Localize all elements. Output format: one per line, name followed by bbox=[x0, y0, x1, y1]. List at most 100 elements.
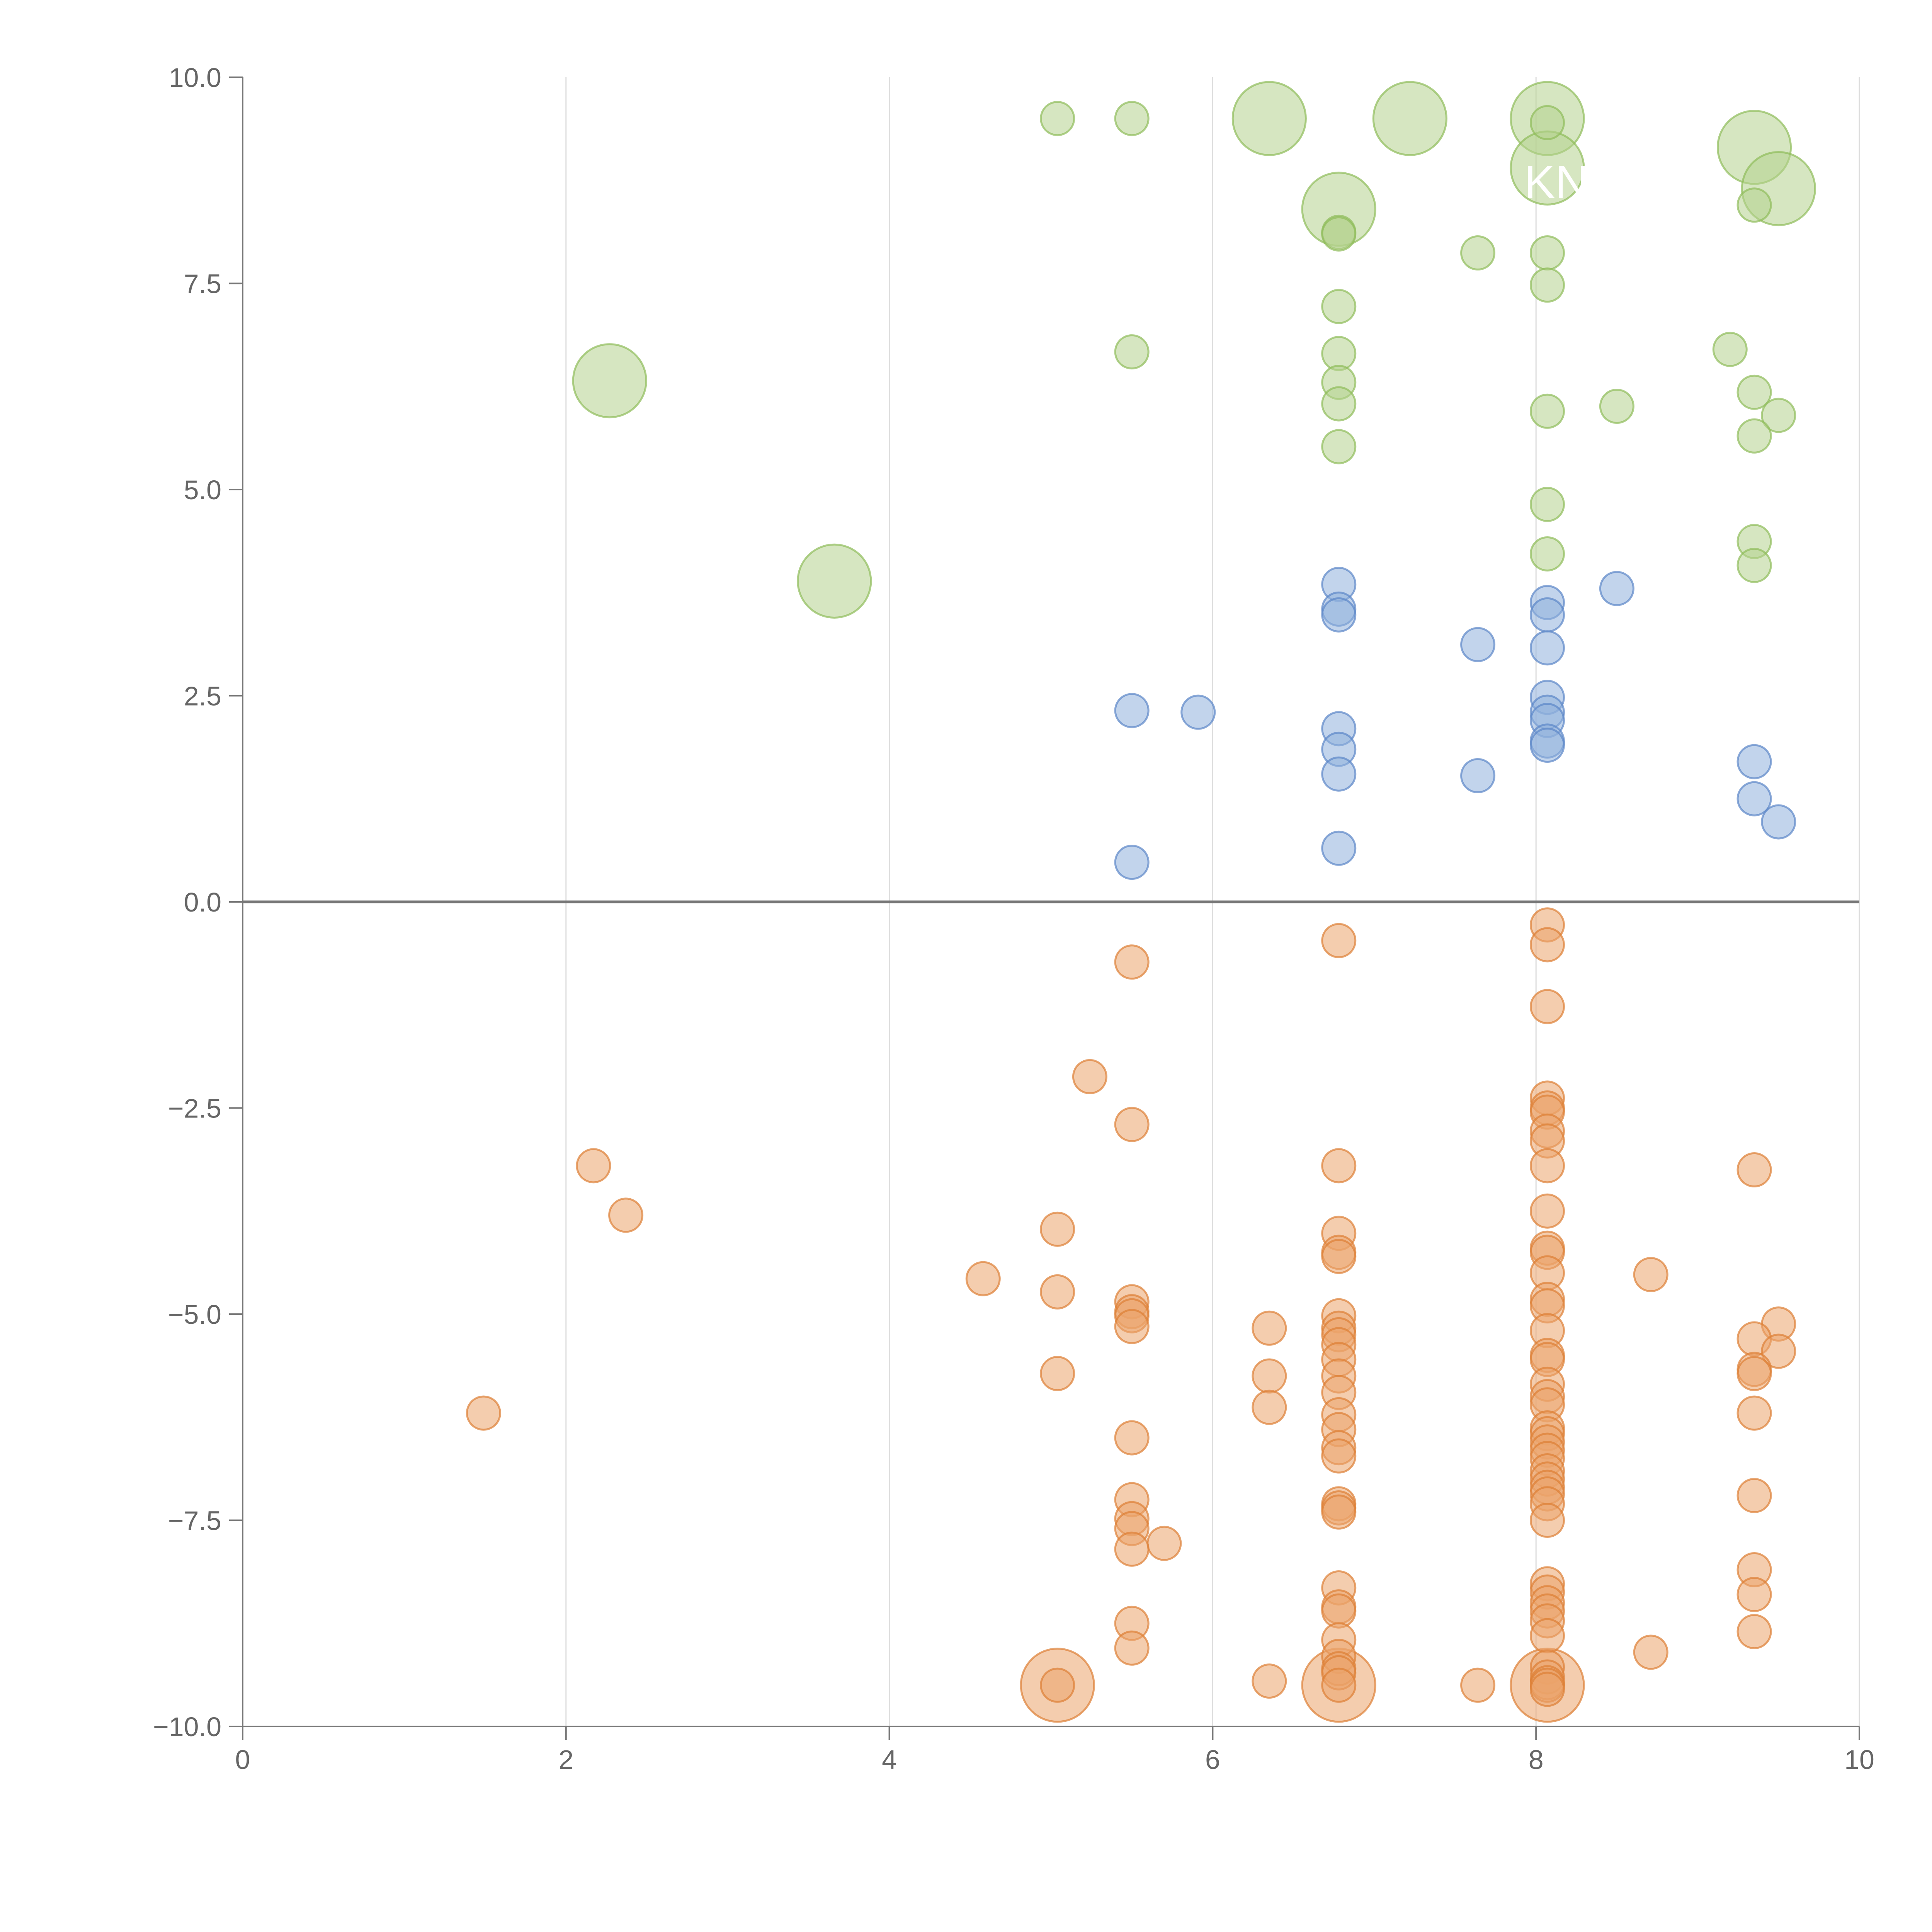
data-point-orange bbox=[1114, 1630, 1150, 1666]
data-point-blue bbox=[1460, 627, 1496, 662]
data-point-orange bbox=[1040, 1211, 1075, 1247]
data-point-orange bbox=[1321, 1438, 1357, 1474]
data-point-blue bbox=[1736, 781, 1772, 816]
data-point-blue bbox=[1180, 694, 1216, 730]
y-tick-label: −7.5 bbox=[168, 1506, 221, 1536]
series-green bbox=[572, 81, 1816, 619]
data-point-orange bbox=[1460, 1667, 1496, 1703]
data-point-green bbox=[1736, 548, 1772, 583]
data-point-orange bbox=[576, 1148, 611, 1184]
y-tick-label: 2.5 bbox=[184, 681, 221, 711]
data-point-orange bbox=[1321, 1148, 1357, 1184]
data-point-blue bbox=[1599, 571, 1634, 606]
data-point-orange bbox=[1529, 927, 1565, 963]
data-point-blue bbox=[1529, 630, 1565, 666]
data-points bbox=[466, 81, 1816, 1723]
data-point-orange bbox=[1736, 1478, 1772, 1513]
data-point-green bbox=[1529, 105, 1565, 140]
data-point-orange bbox=[1072, 1059, 1107, 1094]
data-point-green bbox=[1761, 398, 1796, 433]
data-point-orange bbox=[1736, 1356, 1772, 1391]
x-tick-label: 6 bbox=[1205, 1745, 1220, 1775]
data-point-green bbox=[1736, 187, 1772, 223]
axes: 0 2 4 6 8 10 10.0 7.5 5.0 2.5 0.0 −2.5 −5.0 −7.5 −10.0 bbox=[153, 63, 1874, 1775]
data-point-green bbox=[1321, 216, 1357, 252]
data-point-orange bbox=[608, 1197, 644, 1233]
x-tick-label: 4 bbox=[882, 1745, 897, 1775]
data-point-green bbox=[1736, 418, 1772, 454]
data-point-orange bbox=[1529, 1193, 1565, 1229]
data-point-blue bbox=[1761, 804, 1796, 840]
x-tick-label: 8 bbox=[1529, 1745, 1544, 1775]
data-point-orange bbox=[1252, 1358, 1287, 1394]
series-blue bbox=[1114, 566, 1796, 880]
y-tick-label: −5.0 bbox=[168, 1299, 221, 1330]
data-point-green bbox=[1321, 429, 1357, 464]
data-point-green bbox=[1460, 235, 1496, 271]
data-point-orange bbox=[1252, 1389, 1287, 1425]
x-tick-label: 2 bbox=[558, 1745, 573, 1775]
data-point-orange bbox=[965, 1261, 1001, 1296]
data-point-orange bbox=[1040, 1274, 1075, 1310]
data-point-orange bbox=[1040, 1667, 1075, 1703]
data-point-green bbox=[1599, 388, 1634, 424]
data-point-orange bbox=[1529, 1503, 1565, 1538]
data-point-green bbox=[1321, 289, 1357, 324]
y-tick-label: 7.5 bbox=[184, 269, 221, 299]
data-point-green bbox=[1529, 267, 1565, 303]
data-point-orange bbox=[1114, 1107, 1150, 1142]
y-tick-label: −10.0 bbox=[153, 1712, 221, 1742]
data-point-orange bbox=[1040, 1356, 1075, 1391]
data-point-orange bbox=[1114, 1531, 1150, 1567]
data-point-blue bbox=[1460, 758, 1496, 793]
data-point-green bbox=[1114, 101, 1150, 136]
x-tick-label: 0 bbox=[235, 1745, 250, 1775]
data-point-orange bbox=[1114, 1309, 1150, 1344]
data-point-green bbox=[1529, 536, 1565, 571]
data-point-orange bbox=[1736, 1577, 1772, 1612]
data-point-green bbox=[1040, 101, 1075, 136]
data-point-orange bbox=[1321, 1494, 1357, 1530]
data-point-green bbox=[1114, 334, 1150, 370]
data-point-orange bbox=[1633, 1257, 1668, 1293]
data-point-orange bbox=[1529, 1148, 1565, 1184]
data-point-blue bbox=[1321, 830, 1357, 866]
data-point-orange bbox=[1321, 1239, 1357, 1274]
data-point-green bbox=[797, 543, 872, 619]
data-point-green bbox=[1529, 393, 1565, 429]
data-point-green bbox=[1372, 81, 1447, 156]
y-tick-label: −2.5 bbox=[168, 1094, 221, 1124]
data-point-orange bbox=[466, 1395, 501, 1431]
data-point-green bbox=[572, 343, 647, 418]
data-point-orange bbox=[1736, 1152, 1772, 1188]
data-point-blue bbox=[1114, 693, 1150, 728]
data-point-blue bbox=[1529, 597, 1565, 633]
data-point-green bbox=[1231, 81, 1307, 156]
data-point-orange bbox=[1114, 944, 1150, 980]
data-point-green bbox=[1321, 386, 1357, 422]
data-point-orange bbox=[1252, 1663, 1287, 1699]
annotations: KN bbox=[1524, 156, 1588, 208]
data-point-green bbox=[1529, 486, 1565, 522]
data-point-orange bbox=[1633, 1634, 1668, 1670]
data-point-orange bbox=[1529, 989, 1565, 1024]
data-point-orange bbox=[1114, 1420, 1150, 1456]
data-point-orange bbox=[1761, 1333, 1796, 1369]
data-point-blue bbox=[1529, 728, 1565, 763]
data-point-orange bbox=[1321, 1667, 1357, 1703]
y-tick-label: 10.0 bbox=[169, 63, 221, 93]
data-point-orange bbox=[1736, 1614, 1772, 1650]
data-point-blue bbox=[1321, 597, 1357, 633]
y-tick-label: 0.0 bbox=[184, 887, 221, 917]
data-point-orange bbox=[1146, 1526, 1182, 1561]
annotation-label: KN bbox=[1524, 156, 1588, 208]
data-point-green bbox=[1529, 235, 1565, 271]
data-point-orange bbox=[1529, 1672, 1565, 1707]
y-tick-label: 5.0 bbox=[184, 475, 221, 505]
data-point-blue bbox=[1114, 845, 1150, 880]
data-point-blue bbox=[1321, 756, 1357, 792]
data-point-orange bbox=[1736, 1395, 1772, 1431]
data-point-orange bbox=[1529, 1618, 1565, 1653]
series-orange bbox=[466, 907, 1796, 1723]
